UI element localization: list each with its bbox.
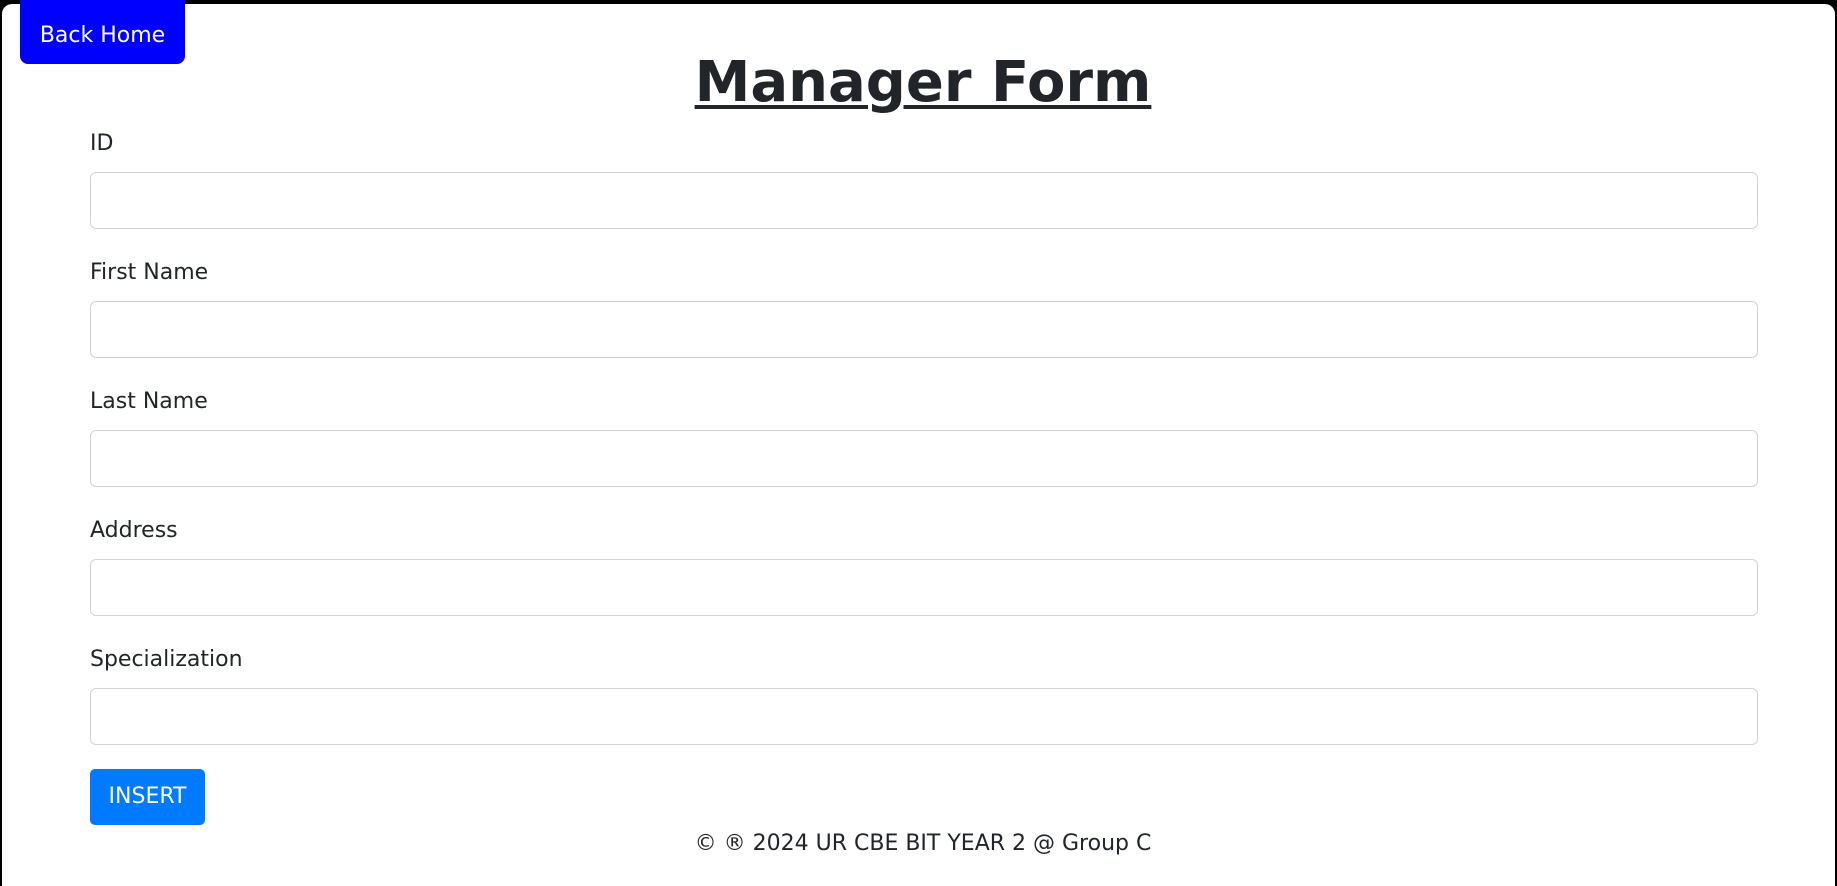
specialization-label: Specialization (90, 647, 243, 672)
specialization-input[interactable] (90, 688, 1758, 745)
id-label: ID (90, 131, 114, 156)
footer-copyright: © ® 2024 UR CBE BIT YEAR 2 @ Group C (694, 831, 1152, 856)
back-home-button[interactable]: Back Home (20, 0, 185, 64)
page-title: Manager Form (694, 50, 1152, 115)
first-name-label: First Name (90, 260, 209, 285)
last-name-input[interactable] (90, 430, 1758, 487)
first-name-input[interactable] (90, 301, 1758, 358)
address-label: Address (90, 518, 178, 543)
address-input[interactable] (90, 559, 1758, 616)
last-name-label: Last Name (90, 389, 208, 414)
insert-button[interactable]: INSERT (90, 769, 205, 825)
id-input[interactable] (90, 172, 1758, 229)
